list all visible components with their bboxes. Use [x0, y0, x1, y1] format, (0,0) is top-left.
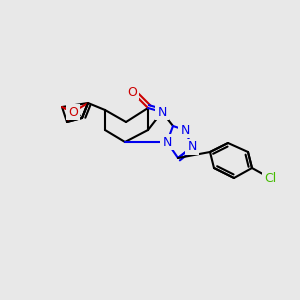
Text: O: O [68, 106, 78, 118]
Text: N: N [180, 124, 190, 136]
Text: N: N [162, 136, 172, 148]
Text: N: N [187, 140, 197, 154]
Text: N: N [157, 106, 167, 118]
Text: O: O [127, 85, 137, 98]
Text: Cl: Cl [264, 172, 276, 184]
